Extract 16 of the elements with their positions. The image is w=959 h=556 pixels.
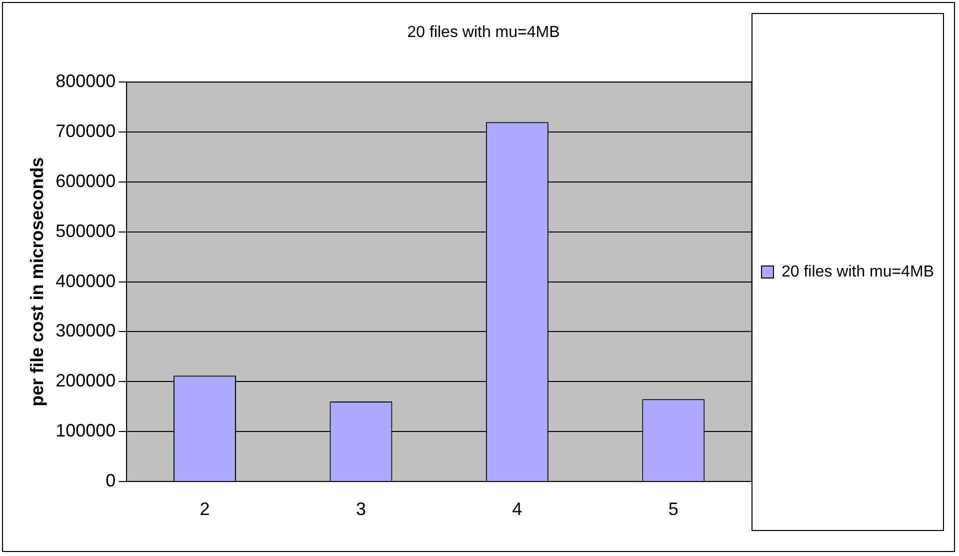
x-tick-label: 2	[200, 499, 210, 520]
y-tick-label: 0	[106, 470, 116, 490]
x-tick-label: 3	[356, 499, 366, 520]
x-tick-label: 5	[668, 499, 678, 520]
y-tick-label: 400000	[56, 270, 116, 291]
y-axis-title: per file cost in microseconds	[26, 157, 47, 406]
y-tick-label: 300000	[56, 320, 116, 341]
y-tick-label: 700000	[56, 121, 116, 142]
legend-label: 20 files with mu=4MB	[781, 263, 934, 280]
y-tick-label: 500000	[56, 220, 116, 241]
y-tick-label: 100000	[56, 420, 116, 440]
x-tick-label: 4	[512, 499, 522, 520]
y-tick-label: 600000	[56, 170, 116, 191]
chart-title: 20 files with mu=4MB	[407, 24, 560, 42]
y-tick-label: 200000	[56, 370, 116, 391]
y-tick-label: 800000	[56, 71, 116, 92]
